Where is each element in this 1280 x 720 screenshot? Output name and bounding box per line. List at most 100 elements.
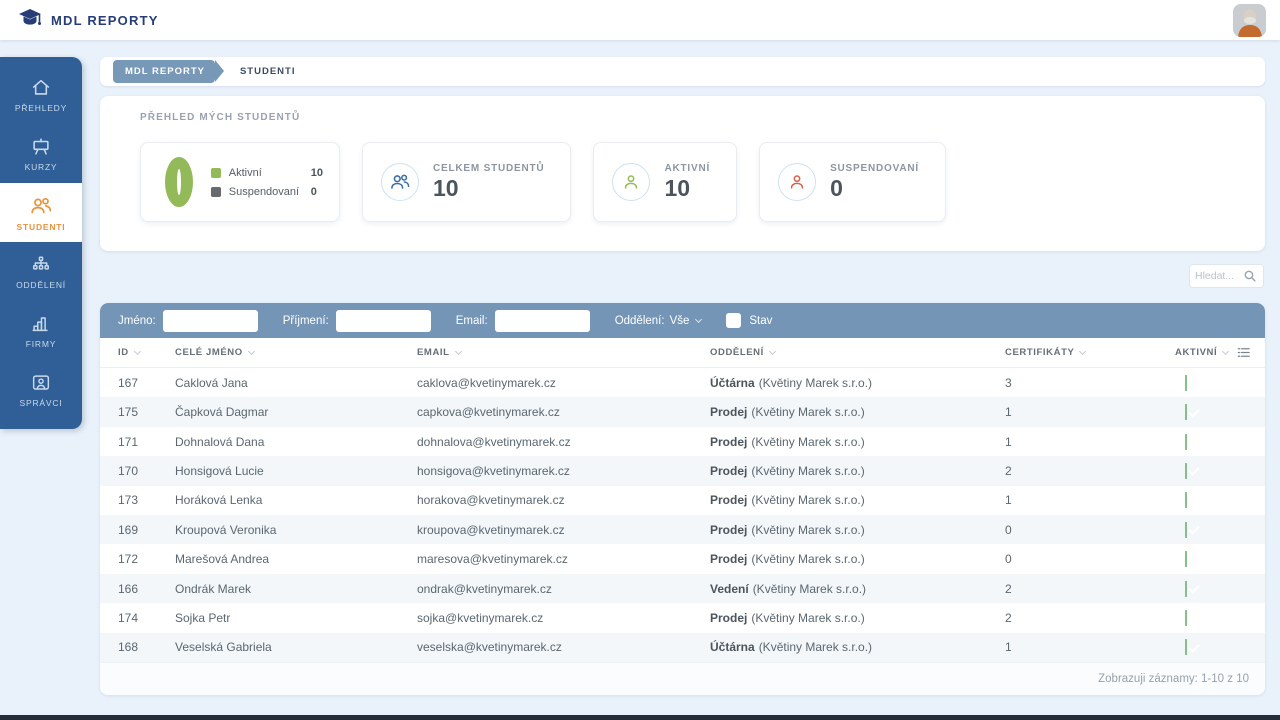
- cell-active: [1175, 493, 1235, 507]
- donut-legend: Aktivní 10 Suspendovaní 0: [211, 167, 323, 198]
- active-checkbox[interactable]: [1185, 581, 1187, 597]
- cell-id: 168: [118, 640, 175, 654]
- top-bar: MDL REPORTY: [0, 0, 1280, 40]
- stat-label: SUSPENDOVANÍ: [830, 163, 919, 174]
- cell-name: Horáková Lenka: [175, 493, 417, 507]
- overview-title: PŘEHLED MÝCH STUDENTŮ: [140, 112, 300, 123]
- cell-email: maresova@kvetinymarek.cz: [417, 552, 710, 566]
- search-input[interactable]: [1195, 270, 1243, 282]
- active-checkbox[interactable]: [1185, 492, 1187, 508]
- cell-certificates: 1: [1005, 435, 1175, 449]
- cell-id: 172: [118, 552, 175, 566]
- cell-department: Prodej(Květiny Marek s.r.o.): [710, 523, 1005, 537]
- active-checkbox[interactable]: [1185, 522, 1187, 538]
- header-cele-jmeno[interactable]: CELÉ JMÉNO: [175, 347, 417, 358]
- filter-first-name: Jméno:: [118, 310, 258, 332]
- records-count: Zobrazuji záznamy: 1-10 z 10: [1098, 673, 1249, 685]
- header-oddeleni[interactable]: ODDĚLENÍ: [710, 347, 1005, 358]
- first-name-input[interactable]: [163, 310, 258, 332]
- table-row[interactable]: 170 Honsigová Lucie honsigova@kvetinymar…: [100, 456, 1265, 485]
- cell-id: 167: [118, 376, 175, 390]
- breadcrumb-root[interactable]: MDL REPORTY: [113, 60, 215, 83]
- cell-name: Marešová Andrea: [175, 552, 417, 566]
- filter-label: Příjmení:: [283, 315, 329, 327]
- header-id[interactable]: ID: [118, 347, 175, 358]
- user-avatar[interactable]: [1233, 4, 1266, 37]
- header-email[interactable]: EMAIL: [417, 347, 710, 358]
- filter-bar: Jméno: Příjmení: Email: Oddělení: Vše St…: [100, 303, 1265, 338]
- column-settings-icon[interactable]: [1236, 345, 1265, 360]
- active-checkbox[interactable]: [1185, 551, 1187, 567]
- donut-chart: [165, 157, 193, 207]
- stat-label: CELKEM STUDENTŮ: [433, 163, 544, 174]
- cell-id: 171: [118, 435, 175, 449]
- cell-active: [1175, 611, 1235, 625]
- cell-email: honsigova@kvetinymarek.cz: [417, 464, 710, 478]
- header-certifikaty[interactable]: CERTIFIKÁTY: [1005, 347, 1175, 358]
- easel-icon: [30, 136, 52, 158]
- table-row[interactable]: 174 Sojka Petr sojka@kvetinymarek.cz Pro…: [100, 603, 1265, 632]
- sidebar-item-spravci[interactable]: SPRÁVCI: [0, 360, 82, 419]
- legend-value: 0: [311, 186, 317, 198]
- cell-name: Kroupová Veronika: [175, 523, 417, 537]
- legend-swatch-green: [211, 168, 221, 178]
- cell-certificates: 1: [1005, 405, 1175, 419]
- sort-icon: [1079, 348, 1086, 355]
- total-students-card: CELKEM STUDENTŮ 10: [362, 142, 571, 222]
- students-icon: [29, 194, 53, 218]
- email-input[interactable]: [495, 310, 590, 332]
- people-icon: [381, 163, 419, 201]
- person-green-icon: [612, 163, 650, 201]
- breadcrumb-current: STUDENTI: [240, 66, 296, 77]
- cell-department: Prodej(Květiny Marek s.r.o.): [710, 552, 1005, 566]
- table-row[interactable]: 171 Dohnalová Dana dohnalova@kvetinymare…: [100, 427, 1265, 456]
- table-row[interactable]: 173 Horáková Lenka horakova@kvetinymarek…: [100, 486, 1265, 515]
- filter-status: Stav: [726, 313, 779, 328]
- app-logo[interactable]: MDL REPORTY: [18, 8, 159, 33]
- last-name-input[interactable]: [336, 310, 431, 332]
- home-icon: [30, 77, 52, 99]
- table-row[interactable]: 166 Ondrák Marek ondrak@kvetinymarek.cz …: [100, 574, 1265, 603]
- cell-certificates: 1: [1005, 493, 1175, 507]
- filter-label: Oddělení:: [615, 315, 665, 327]
- cell-certificates: 3: [1005, 376, 1175, 390]
- table-row[interactable]: 169 Kroupová Veronika kroupova@kvetinyma…: [100, 515, 1265, 544]
- cell-department: Prodej(Květiny Marek s.r.o.): [710, 493, 1005, 507]
- active-checkbox[interactable]: [1185, 639, 1187, 655]
- search-icon[interactable]: [1243, 269, 1257, 283]
- active-checkbox[interactable]: [1185, 463, 1187, 479]
- table-row[interactable]: 172 Marešová Andrea maresova@kvetinymare…: [100, 544, 1265, 573]
- sidebar-item-oddeleni[interactable]: ODDĚLENÍ: [0, 242, 82, 301]
- header-aktivni[interactable]: AKTIVNÍ: [1175, 347, 1235, 358]
- active-checkbox[interactable]: [1185, 375, 1187, 391]
- cell-active: [1175, 640, 1235, 654]
- stat-value: 0: [830, 175, 919, 202]
- active-checkbox[interactable]: [1185, 610, 1187, 626]
- cell-department: Účtárna(Květiny Marek s.r.o.): [710, 376, 1005, 390]
- cell-name: Dohnalová Dana: [175, 435, 417, 449]
- department-select[interactable]: Oddělení: Vše: [615, 315, 702, 327]
- table-row[interactable]: 167 Caklová Jana caklova@kvetinymarek.cz…: [100, 368, 1265, 397]
- cell-email: sojka@kvetinymarek.cz: [417, 611, 710, 625]
- cell-name: Honsigová Lucie: [175, 464, 417, 478]
- sidebar-item-prehledy[interactable]: PŘEHLEDY: [0, 65, 82, 124]
- cell-id: 170: [118, 464, 175, 478]
- overview-panel: PŘEHLED MÝCH STUDENTŮ Aktivní 10 Suspend…: [100, 96, 1265, 251]
- suspended-students-card: SUSPENDOVANÍ 0: [759, 142, 946, 222]
- active-checkbox[interactable]: [1185, 434, 1187, 450]
- active-checkbox[interactable]: [1185, 404, 1187, 420]
- table-row[interactable]: 175 Čapková Dagmar capkova@kvetinymarek.…: [100, 397, 1265, 426]
- sidebar-item-kurzy[interactable]: KURZY: [0, 124, 82, 183]
- table-row[interactable]: 168 Veselská Gabriela veselska@kvetinyma…: [100, 633, 1265, 662]
- cell-id: 169: [118, 523, 175, 537]
- cell-active: [1175, 582, 1235, 596]
- cell-id: 175: [118, 405, 175, 419]
- sidebar-item-firmy[interactable]: FIRMY: [0, 301, 82, 360]
- status-checkbox[interactable]: [726, 313, 741, 328]
- sort-icon: [248, 348, 255, 355]
- cell-email: caklova@kvetinymarek.cz: [417, 376, 710, 390]
- bottom-bar: [0, 715, 1280, 720]
- cell-email: veselska@kvetinymarek.cz: [417, 640, 710, 654]
- sidebar-item-studenti[interactable]: STUDENTI: [0, 183, 82, 242]
- cell-email: dohnalova@kvetinymarek.cz: [417, 435, 710, 449]
